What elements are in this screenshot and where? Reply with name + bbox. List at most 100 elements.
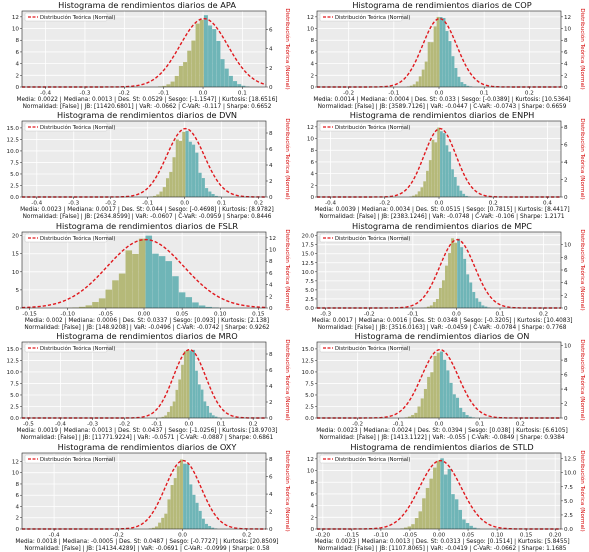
histogram-bar	[445, 31, 449, 87]
histogram-bar	[199, 19, 204, 87]
histogram-bar	[451, 56, 455, 87]
legend-label: Distribución Teórica (Normal)	[335, 456, 410, 463]
x-tick-label: 0.4	[543, 201, 552, 207]
x-tick-label: -0.05	[99, 311, 114, 317]
histogram-bar	[172, 157, 176, 198]
stats-line-1: Media: 0.0014 | Mediana: 0.0004 | Des. S…	[313, 97, 570, 103]
histogram-bar	[442, 133, 446, 198]
y-tick-label: 8	[310, 480, 314, 486]
stats-line-1: Media: 0.0022 | Mediana: 0.0013 | Des. S…	[16, 97, 277, 103]
histogram-bar	[185, 296, 193, 308]
y-tick-label: 10	[12, 27, 20, 33]
y-tick-label: 2.5	[305, 405, 314, 411]
y-tick-label: 12.5	[302, 261, 315, 267]
histogram-bar	[454, 498, 459, 529]
legend-label: Distribución Teórica (Normal)	[335, 14, 410, 21]
stats-line-1: Media: 0.0018 | Mediana: -0.0005 | Des. …	[15, 539, 278, 545]
histogram-bar	[195, 502, 199, 529]
legend-box	[24, 343, 108, 353]
x-tick-label: -0.3	[87, 422, 98, 428]
histogram-bar	[428, 160, 432, 198]
x-tick-label: -0.2	[113, 532, 124, 538]
histogram-bar	[188, 142, 192, 198]
histogram-bar	[469, 282, 473, 308]
x-tick-label: -0.5	[23, 422, 34, 428]
plot-area	[22, 452, 266, 529]
stats-line-2: Normalidad: [False] | JB: [11420.6801] |…	[23, 104, 272, 110]
y2-tick-label: 2.5	[564, 513, 573, 519]
histogram-bar	[454, 177, 457, 198]
chart-title: Histograma de rendimientos diarios de CO…	[352, 0, 531, 10]
histogram-bar	[195, 153, 199, 198]
y2-tick-label: 2	[564, 73, 568, 79]
histogram-bar	[422, 497, 426, 529]
histogram-bar	[452, 394, 456, 419]
y2-tick-label: 4	[269, 384, 273, 390]
histogram-bar	[439, 17, 443, 88]
x-tick-label: -0.4	[31, 201, 42, 207]
y-tick-label: 2.5	[10, 405, 19, 411]
y2-tick-label: 0	[564, 416, 568, 422]
y2-tick-label: 0	[269, 416, 273, 422]
stats-line-1: Media: 0.0019 | Mediana: 0.0013 | Des. S…	[16, 428, 277, 434]
histogram-bar	[462, 519, 466, 529]
histogram-bar	[205, 306, 213, 308]
histogram-bar	[204, 523, 208, 529]
histogram-bar	[460, 82, 464, 87]
y-tick-label: 0	[310, 527, 314, 533]
chart-panel-cop: Histograma de rendimientos diarios de CO…	[295, 0, 589, 110]
y-tick-label: 10.0	[302, 270, 315, 276]
x-tick-label: -0.3	[68, 201, 79, 207]
y-tick-label: 0	[15, 306, 19, 312]
x-tick-label: -0.4	[40, 91, 51, 97]
histogram-bar	[172, 401, 176, 419]
legend-label: Distribución Teórica (Normal)	[335, 124, 410, 131]
y-tick-label: 5	[15, 288, 19, 294]
x-tick-label: -0.2	[119, 91, 130, 97]
right-axis-label: Distribución Teórica (Normal)	[284, 119, 291, 200]
histogram-bar	[187, 50, 192, 87]
histogram-bar	[78, 306, 86, 308]
x-tick-label: -0.4	[325, 201, 336, 207]
y-tick-label: 2	[15, 515, 19, 521]
histogram-bar	[448, 252, 451, 308]
y-tick-label: 10	[307, 27, 315, 33]
y-tick-label: 2.5	[305, 297, 314, 303]
histogram-bar	[465, 415, 469, 419]
histogram-bar	[167, 412, 170, 419]
histogram-bar	[414, 517, 419, 529]
histogram-bar	[433, 26, 437, 87]
histogram-bar	[459, 191, 463, 198]
histogram-bar	[192, 302, 199, 308]
histogram-bar	[206, 406, 210, 419]
stats-line-2: Normalidad: [False] | JB: [1107.8065] | …	[318, 546, 567, 552]
chart-title: Histograma de rendimientos diarios de FS…	[56, 221, 239, 231]
y2-tick-label: 0	[269, 195, 273, 201]
histogram-bar	[214, 196, 218, 198]
y2-tick-label: 6	[564, 268, 568, 274]
legend: Distribución Teórica (Normal)	[319, 343, 410, 353]
histogram-bar	[436, 460, 441, 529]
histogram-svg: Histograma de rendimientos diarios de MP…	[302, 221, 586, 331]
y-tick-label: 10.0	[302, 370, 315, 376]
y-tick-label: 4	[15, 504, 19, 510]
histogram-bar	[205, 188, 209, 198]
y-tick-label: 7.5	[305, 279, 314, 285]
y2-tick-label: 10	[564, 27, 572, 33]
histogram-bar	[451, 493, 455, 529]
histogram-bar	[169, 172, 173, 198]
stats-line-2: Normalidad: [False] | JB: [2634.8599] | …	[23, 214, 272, 220]
histogram-bar	[159, 191, 163, 198]
x-tick-label: 0.2	[242, 532, 251, 538]
right-axis-label: Distribución Teórica (Normal)	[579, 450, 586, 531]
histogram-bar	[175, 390, 179, 419]
legend-label: Distribución Teórica (Normal)	[40, 235, 115, 242]
y2-tick-label: 8	[564, 255, 568, 261]
y2-tick-label: 7.5	[564, 484, 573, 490]
histogram-bar	[174, 75, 179, 87]
x-tick-label: -0.2	[352, 422, 363, 428]
stats-line-1: Media: 0.0023 | Mediana: 0.0024 | Des. S…	[316, 428, 568, 434]
y-tick-label: 4	[310, 503, 314, 509]
histogram-bar	[414, 413, 418, 419]
chart-title: Histograma de rendimientos diarios de MR…	[56, 331, 237, 341]
